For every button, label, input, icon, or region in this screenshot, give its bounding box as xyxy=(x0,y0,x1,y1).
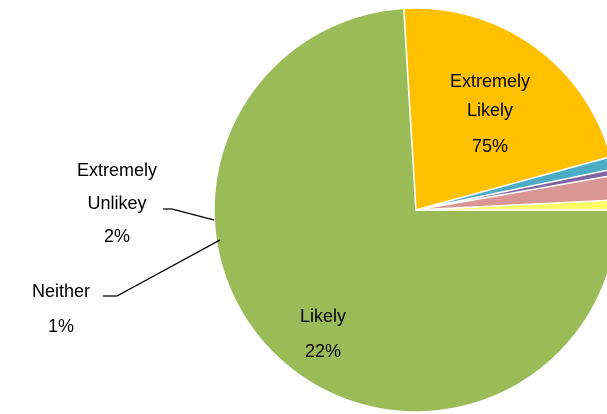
data-label-extremely-unlikey-percent: 2% xyxy=(104,226,130,246)
data-label-neither-percent: 1% xyxy=(48,316,74,336)
data-label-extremely-unlikey-line1: Extremely xyxy=(77,160,157,180)
data-label-neither-line1: Neither xyxy=(32,281,90,301)
pie-slices xyxy=(213,7,607,413)
data-label-extremely-likely-percent: 75% xyxy=(472,136,508,156)
data-label-extremely-unlikey: Extremely Unlikey 2% xyxy=(77,160,157,246)
pie-slice-extremely-unlikey xyxy=(415,175,607,211)
data-label-likely-line1: Likely xyxy=(300,306,346,326)
data-label-likely: Likely 22% xyxy=(300,306,346,361)
pie-slice-likely xyxy=(402,7,607,211)
data-label-extremely-likely: Extremely Likely 75% xyxy=(450,71,530,156)
pie-slice-neither xyxy=(415,157,607,211)
data-label-neither: Neither 1% xyxy=(32,281,90,336)
leader-line-neither xyxy=(103,239,221,297)
leader-line-extremely-unlikey xyxy=(163,208,215,221)
pie-slice-extremely-likely xyxy=(213,7,607,413)
pie-slice-unlabeled-5 xyxy=(415,199,607,211)
data-label-extremely-unlikey-line2: Unlikey xyxy=(87,193,146,213)
data-label-extremely-likely-line1: Extremely xyxy=(450,71,530,91)
data-label-extremely-likely-line2: Likely xyxy=(467,100,513,120)
data-label-likely-percent: 22% xyxy=(305,341,341,361)
